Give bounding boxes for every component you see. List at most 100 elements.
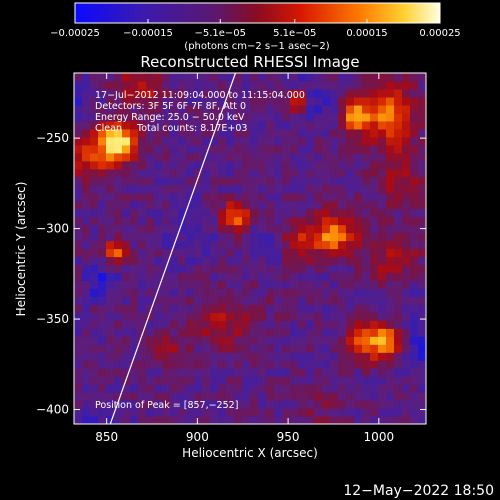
heatmap-cell xyxy=(178,408,187,417)
heatmap-cell xyxy=(106,328,115,337)
heatmap-cell xyxy=(306,280,315,289)
heatmap-cell xyxy=(154,200,163,210)
heatmap-cell xyxy=(114,144,123,154)
heatmap-cell xyxy=(402,184,411,194)
heatmap-cell xyxy=(362,144,371,154)
heatmap-cell xyxy=(234,152,243,162)
heatmap-cell xyxy=(314,272,323,282)
heatmap-cell xyxy=(266,328,275,337)
heatmap-cell xyxy=(106,208,115,218)
heatmap-cell xyxy=(130,136,139,146)
heatmap-cell xyxy=(330,384,339,393)
heatmap-cell xyxy=(194,248,203,258)
heatmap-cell xyxy=(218,224,227,234)
heatmap-cell xyxy=(186,272,195,282)
heatmap-cell xyxy=(138,240,147,250)
heatmap-cell xyxy=(114,360,123,369)
heatmap-cell xyxy=(402,224,411,234)
heatmap-cell xyxy=(106,240,115,250)
heatmap-cell xyxy=(202,152,211,162)
heatmap-cell xyxy=(170,392,179,401)
heatmap-cell xyxy=(114,296,123,305)
heatmap-cell xyxy=(90,352,99,361)
heatmap-cell xyxy=(282,360,291,369)
heatmap-cell xyxy=(186,224,195,234)
heatmap-cell xyxy=(226,136,235,146)
heatmap-cell xyxy=(378,184,387,194)
heatmap-cell xyxy=(154,240,163,250)
heatmap-cell xyxy=(314,256,323,266)
heatmap-cell xyxy=(210,328,219,337)
heatmap-cell xyxy=(106,288,115,297)
heatmap-cell xyxy=(346,192,355,202)
heatmap-cell xyxy=(354,232,363,242)
heatmap-cell xyxy=(354,320,363,329)
heatmap-cell xyxy=(122,392,131,401)
heatmap-cell xyxy=(146,128,155,138)
heatmap-cell xyxy=(290,168,299,178)
heatmap-cell xyxy=(402,240,411,250)
heatmap-cell xyxy=(314,264,323,274)
heatmap-cell xyxy=(330,192,339,202)
heatmap-cell xyxy=(354,184,363,194)
heatmap-cell xyxy=(418,104,426,114)
heatmap-cell xyxy=(242,320,251,329)
heatmap-cell xyxy=(130,344,139,353)
heatmap-cell xyxy=(322,384,331,393)
heatmap-cell xyxy=(234,96,243,106)
heatmap-cell xyxy=(106,408,115,417)
heatmap-cell xyxy=(330,152,339,162)
heatmap-cell xyxy=(394,408,403,417)
heatmap-cell xyxy=(170,248,179,258)
heatmap-cell xyxy=(306,416,315,424)
heatmap-cell xyxy=(322,344,331,353)
heatmap-cell xyxy=(362,200,371,210)
heatmap-cell xyxy=(402,104,411,114)
heatmap-cell xyxy=(370,73,379,82)
heatmap-cell xyxy=(266,232,275,242)
heatmap-cell xyxy=(250,376,259,385)
heatmap-cell xyxy=(218,376,227,385)
heatmap-cell xyxy=(282,400,291,409)
heatmap-cell xyxy=(178,344,187,353)
heatmap-cell xyxy=(234,160,243,170)
heatmap-cell xyxy=(338,392,347,401)
heatmap-cell xyxy=(146,408,155,417)
heatmap-cell xyxy=(394,160,403,170)
heatmap-cell xyxy=(170,408,179,417)
heatmap-cell xyxy=(394,336,403,345)
heatmap-cell xyxy=(282,368,291,377)
heatmap-cell xyxy=(402,216,411,226)
heatmap-cell xyxy=(370,320,379,329)
heatmap-cell xyxy=(394,73,403,82)
heatmap-cell xyxy=(242,336,251,345)
heatmap-cell xyxy=(330,416,339,424)
heatmap-cell xyxy=(418,256,426,266)
heatmap-cell xyxy=(218,368,227,377)
heatmap-cell xyxy=(114,112,123,122)
heatmap-cell xyxy=(162,112,171,122)
heatmap-cell xyxy=(258,73,267,82)
heatmap-cell xyxy=(346,240,355,250)
heatmap-cell xyxy=(74,216,83,226)
heatmap-cell xyxy=(354,272,363,282)
heatmap-cell xyxy=(162,104,171,114)
heatmap-cell xyxy=(386,392,395,401)
heatmap-cell xyxy=(218,120,227,130)
heatmap-cell xyxy=(122,136,131,146)
heatmap-cell xyxy=(114,328,123,337)
heatmap-cell xyxy=(106,248,115,258)
heatmap-cell xyxy=(82,160,91,170)
heatmap-cell xyxy=(74,120,83,130)
heatmap-cell xyxy=(394,384,403,393)
heatmap-cell xyxy=(394,120,403,130)
heatmap-cell xyxy=(258,208,267,218)
heatmap-cell xyxy=(242,376,251,385)
heatmap-cell xyxy=(154,264,163,274)
heatmap-cell xyxy=(306,408,315,417)
heatmap-cell xyxy=(346,360,355,369)
heatmap-cell xyxy=(226,96,235,106)
heatmap-cell xyxy=(154,88,163,98)
heatmap-cell xyxy=(322,256,331,266)
heatmap-cell xyxy=(82,344,91,353)
